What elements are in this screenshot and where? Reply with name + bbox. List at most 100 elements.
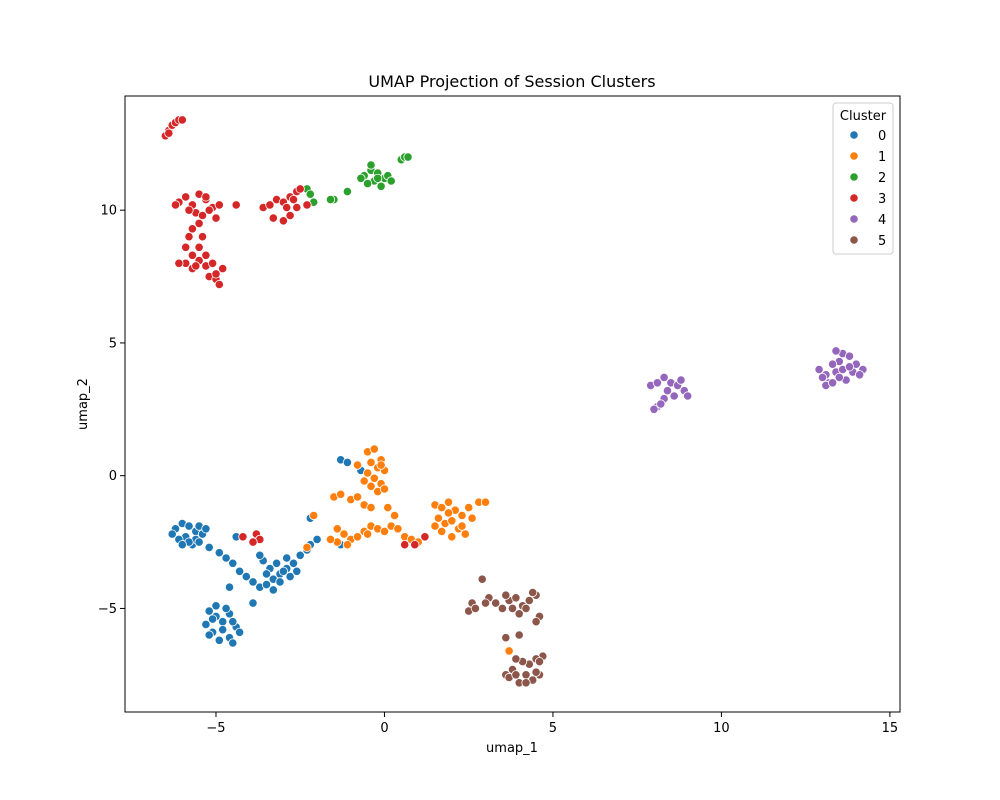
data-point-cluster-1 — [366, 502, 376, 513]
data-point-cluster-0 — [177, 540, 187, 550]
data-point-cluster-1 — [366, 457, 376, 467]
data-point-cluster-0 — [224, 582, 235, 592]
data-point-cluster-0 — [282, 553, 292, 563]
data-point-cluster-1 — [447, 532, 457, 542]
data-point-cluster-1 — [339, 529, 349, 539]
data-point-cluster-1 — [443, 497, 454, 507]
data-point-cluster-5 — [501, 590, 511, 600]
data-point-cluster-0 — [255, 550, 265, 560]
data-point-cluster-5 — [511, 654, 521, 664]
data-point-cluster-1 — [389, 510, 400, 521]
data-point-cluster-3 — [400, 540, 410, 550]
data-point-cluster-0 — [295, 550, 305, 560]
data-point-cluster-4 — [676, 375, 686, 385]
data-point-cluster-1 — [437, 502, 447, 513]
data-point-cluster-0 — [288, 558, 299, 568]
data-point-cluster-1 — [376, 460, 386, 470]
data-point-cluster-4 — [649, 404, 659, 414]
data-point-cluster-1 — [362, 529, 373, 539]
data-point-cluster-2 — [362, 179, 373, 189]
data-point-cluster-3 — [295, 184, 305, 194]
data-point-cluster-3 — [187, 224, 197, 234]
legend-label-3: 3 — [878, 192, 886, 207]
data-point-cluster-1 — [464, 502, 474, 513]
plot-frame — [124, 95, 901, 713]
x-axis: −5 0 5 10 15 — [206, 712, 898, 736]
data-point-cluster-1 — [369, 444, 379, 454]
data-point-cluster-3 — [302, 200, 312, 210]
legend-label-4: 4 — [878, 213, 886, 228]
data-point-cluster-1 — [359, 476, 369, 486]
data-point-cluster-4 — [827, 378, 838, 388]
x-tick-label: 0 — [380, 721, 388, 736]
data-point-cluster-3 — [248, 537, 258, 547]
data-point-cluster-0 — [221, 553, 231, 563]
data-point-cluster-5 — [477, 574, 487, 584]
legend-title: Cluster — [840, 109, 887, 124]
data-point-cluster-0 — [235, 627, 245, 637]
data-point-cluster-5 — [497, 603, 507, 614]
data-point-cluster-2 — [366, 160, 376, 170]
data-point-cluster-0 — [228, 638, 238, 648]
data-point-cluster-3 — [214, 200, 224, 210]
data-point-cluster-3 — [197, 210, 208, 221]
data-point-cluster-0 — [204, 630, 214, 640]
data-point-cluster-5 — [470, 603, 480, 614]
data-point-cluster-3 — [238, 532, 248, 542]
data-point-cluster-5 — [514, 609, 524, 619]
data-point-cluster-1 — [437, 526, 447, 537]
data-point-cluster-4 — [662, 386, 673, 396]
data-point-cluster-3 — [420, 532, 430, 542]
data-point-cluster-3 — [211, 269, 221, 279]
legend-box — [832, 102, 894, 255]
data-point-cluster-1 — [480, 497, 491, 507]
data-point-cluster-4 — [814, 364, 824, 375]
data-point-cluster-0 — [208, 614, 218, 624]
data-point-cluster-1 — [352, 532, 363, 542]
data-point-cluster-4 — [652, 378, 663, 388]
data-point-cluster-1 — [336, 489, 346, 499]
data-point-cluster-1 — [366, 481, 376, 491]
y-tick-label: 0 — [109, 469, 117, 484]
data-point-cluster-3 — [177, 115, 187, 125]
data-point-cluster-4 — [831, 346, 841, 356]
legend-label-5: 5 — [878, 234, 886, 249]
data-point-cluster-3 — [181, 192, 191, 202]
data-point-cluster-0 — [201, 619, 211, 630]
data-point-cluster-0 — [285, 571, 295, 582]
y-axis-label: umap_2 — [76, 378, 91, 430]
data-point-cluster-5 — [491, 598, 501, 608]
data-point-cluster-0 — [261, 579, 272, 590]
data-point-cluster-1 — [332, 524, 342, 534]
legend-items: 0 1 2 3 4 5 — [849, 129, 886, 249]
data-point-cluster-1 — [467, 513, 477, 523]
data-point-cluster-5 — [511, 670, 521, 680]
data-point-cluster-3 — [204, 205, 214, 215]
data-point-cluster-3 — [174, 258, 184, 268]
legend-marker-0 — [849, 130, 859, 140]
x-tick-label: 10 — [713, 721, 730, 736]
data-point-cluster-0 — [342, 457, 352, 467]
data-point-cluster-1 — [457, 521, 467, 531]
data-point-cluster-4 — [834, 372, 844, 382]
data-point-cluster-5 — [507, 603, 518, 614]
legend-label-1: 1 — [878, 150, 886, 165]
data-point-cluster-3 — [211, 213, 221, 223]
data-point-cluster-1 — [325, 534, 336, 545]
data-point-cluster-0 — [201, 524, 211, 534]
data-point-cluster-0 — [218, 625, 228, 635]
data-point-cluster-4 — [669, 391, 679, 401]
data-point-cluster-3 — [164, 128, 174, 138]
data-point-cluster-3 — [278, 216, 288, 226]
data-point-cluster-0 — [221, 603, 231, 614]
legend-marker-4 — [849, 214, 859, 224]
data-point-cluster-1 — [393, 524, 403, 534]
legend-marker-5 — [849, 235, 859, 245]
data-point-cluster-3 — [265, 200, 275, 210]
data-point-cluster-3 — [194, 218, 204, 228]
y-tick-label: −5 — [98, 602, 117, 617]
data-point-cluster-0 — [218, 617, 228, 627]
data-point-cluster-0 — [261, 569, 272, 579]
data-point-cluster-4 — [656, 399, 666, 409]
